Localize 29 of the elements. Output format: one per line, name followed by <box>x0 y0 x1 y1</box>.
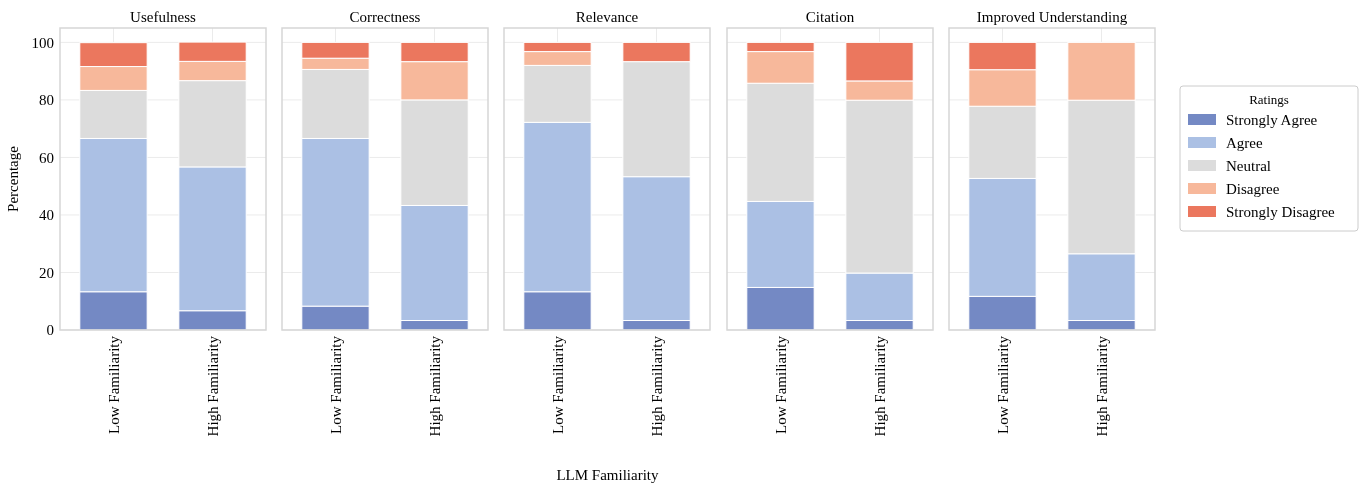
legend-label: Agree <box>1226 135 1263 152</box>
x-tick-label: High Familiarity <box>1093 335 1110 437</box>
y-tick-label: 0 <box>46 322 54 339</box>
y-tick-label: 20 <box>39 264 54 281</box>
y-tick-label: 40 <box>39 207 54 224</box>
chart-title: Citation <box>805 9 855 25</box>
legend-label: Strongly Disagree <box>1226 204 1336 221</box>
x-tick-label: High Familiarity <box>426 335 443 437</box>
y-axis-title: Percentage <box>5 145 21 212</box>
legend-label: Strongly Agree <box>1226 112 1318 129</box>
chart-title: Relevance <box>575 9 639 25</box>
y-tick-label: 60 <box>39 149 54 166</box>
x-tick-label: Low Familiarity <box>105 335 122 434</box>
x-tick-label: Low Familiarity <box>994 335 1011 434</box>
chart-title: Improved Understanding <box>976 9 1128 25</box>
x-tick-label: High Familiarity <box>871 335 888 437</box>
y-tick-label: 100 <box>31 34 54 51</box>
x-tick-label: Low Familiarity <box>549 335 566 434</box>
x-axis-title: LLM Familiarity <box>556 467 660 483</box>
x-tick-label: Low Familiarity <box>772 335 789 434</box>
chart-title: Usefulness <box>130 9 197 25</box>
legend-label: Disagree <box>1226 181 1280 198</box>
legend-label: Neutral <box>1226 158 1271 175</box>
x-tick-label: Low Familiarity <box>327 335 344 434</box>
legend-title: Ratings <box>1249 92 1289 107</box>
x-tick-label: High Familiarity <box>204 335 221 437</box>
y-tick-label: 80 <box>39 92 54 109</box>
x-tick-label: High Familiarity <box>648 335 665 437</box>
chart-title: Correctness <box>349 9 421 25</box>
